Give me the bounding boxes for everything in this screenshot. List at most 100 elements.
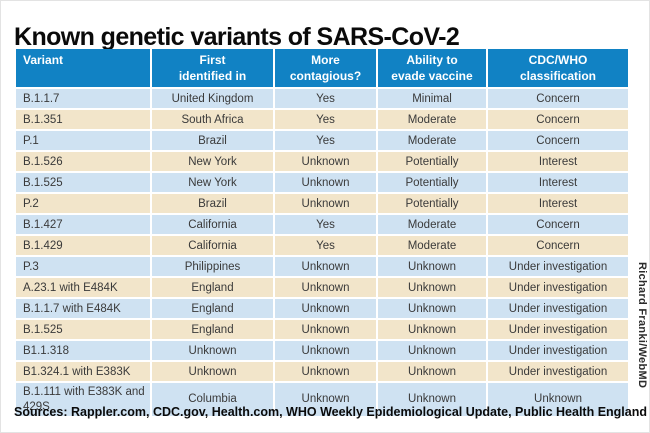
credit-byline: Richard Franki/WebMD [636, 262, 648, 389]
cell: Potentially [378, 173, 486, 193]
table-row: B.1.525 England Unknown Unknown Under invest… [16, 320, 628, 340]
cell: Potentially [378, 152, 486, 172]
cell: B.1.525 [16, 173, 150, 193]
table-row: B.1.427 California Yes Moderate Concern [16, 215, 628, 235]
cell: A.23.1 with E484K [16, 278, 150, 298]
cell: Potentially [378, 194, 486, 214]
cell: Yes [275, 110, 376, 130]
cell: California [152, 236, 273, 256]
cell: Concern [488, 131, 628, 151]
cell: B.1.111 with E383K and 429S [16, 383, 150, 416]
cell: Interest [488, 152, 628, 172]
cell: Unknown [152, 362, 273, 382]
table-row: P.1 Brazil Yes Moderate Concern [16, 131, 628, 151]
cell: B1.324.1 with E383K [16, 362, 150, 382]
cell: New York [152, 152, 273, 172]
cell: B.1.351 [16, 110, 150, 130]
cell: Interest [488, 194, 628, 214]
cell: P.3 [16, 257, 150, 277]
table-row: P.3 Philippines Unknown Unknown Under invest… [16, 257, 628, 277]
cell: Yes [275, 89, 376, 109]
table-row: B.1.351 South Africa Yes Moderate Concern [16, 110, 628, 130]
cell: California [152, 215, 273, 235]
cell: Under investigation [488, 362, 628, 382]
sources-text: Rappler.com, CDC.gov, Health.com, WHO We… [67, 405, 647, 419]
cell: Columbia [152, 383, 273, 416]
cell: England [152, 278, 273, 298]
page-title: Known genetic variants of SARS-CoV-2 [14, 22, 460, 51]
table-row: B1.324.1 with E383K Unknown Unknown Unknown… [16, 362, 628, 382]
table-row: B1.1.318 Unknown Unknown Unknown Under inves… [16, 341, 628, 361]
cell: Unknown [378, 362, 486, 382]
table-row: B.1.1.7 with E484K England Unknown Unknown U… [16, 299, 628, 319]
cell: Moderate [378, 110, 486, 130]
cell: United Kingdom [152, 89, 273, 109]
sources-label: Sources: [14, 405, 68, 419]
cell: South Africa [152, 110, 273, 130]
cell: Unknown [275, 362, 376, 382]
cell: Unknown [275, 299, 376, 319]
cell: Concern [488, 89, 628, 109]
cell: Unknown [378, 383, 486, 416]
cell: Moderate [378, 215, 486, 235]
cell: Concern [488, 215, 628, 235]
variants-table: Variant First identified in More contagious?… [14, 47, 630, 418]
table-header: Variant First identified in More contagious?… [16, 49, 628, 88]
cell: Unknown [378, 341, 486, 361]
cell: B.1.1.7 with E484K [16, 299, 150, 319]
cell: England [152, 299, 273, 319]
cell: P.2 [16, 194, 150, 214]
cell: B.1.1.7 [16, 89, 150, 109]
cell: B.1.526 [16, 152, 150, 172]
cell: Under investigation [488, 278, 628, 298]
cell: Yes [275, 131, 376, 151]
column-header: Ability to evade vaccine [378, 49, 486, 88]
cell: Moderate [378, 131, 486, 151]
cell: Unknown [275, 341, 376, 361]
table-body: B.1.1.7 United Kingdom Yes Minimal Concern B.… [16, 89, 628, 416]
cell: Under investigation [488, 341, 628, 361]
table-row: B.1.1.7 United Kingdom Yes Minimal Concern [16, 89, 628, 109]
header-row: Variant First identified in More contagious?… [16, 49, 628, 88]
cell: Unknown [275, 152, 376, 172]
sources-line: Sources: Rappler.com, CDC.gov, Health.co… [14, 405, 647, 419]
cell: Unknown [275, 173, 376, 193]
cell: Yes [275, 236, 376, 256]
table-row: B.1.111 with E383K and 429S Columbia Unkno… [16, 383, 628, 416]
table-row: P.2 Brazil Unknown Potentially Interest [16, 194, 628, 214]
cell: B.1.427 [16, 215, 150, 235]
cell: Unknown [275, 278, 376, 298]
cell: Unknown [488, 383, 628, 416]
cell: P.1 [16, 131, 150, 151]
cell: Unknown [275, 194, 376, 214]
cell: Unknown [275, 320, 376, 340]
cell: B.1.525 [16, 320, 150, 340]
column-header: First identified in [152, 49, 273, 88]
cell: Unknown [378, 299, 486, 319]
cell: England [152, 320, 273, 340]
cell: Concern [488, 236, 628, 256]
column-header: Variant [16, 49, 150, 88]
cell: Under investigation [488, 299, 628, 319]
table-row: B.1.429 California Yes Moderate Concern [16, 236, 628, 256]
cell: Brazil [152, 131, 273, 151]
cell: B1.1.318 [16, 341, 150, 361]
cell: New York [152, 173, 273, 193]
table-row: A.23.1 with E484K England Unknown Unknown Un… [16, 278, 628, 298]
column-header: More contagious? [275, 49, 376, 88]
cell: Concern [488, 110, 628, 130]
cell: Unknown [275, 257, 376, 277]
cell: Unknown [378, 278, 486, 298]
cell: Moderate [378, 236, 486, 256]
column-header: CDC/WHO classification [488, 49, 628, 88]
cell: Unknown [378, 320, 486, 340]
cell: B.1.429 [16, 236, 150, 256]
cell: Under investigation [488, 320, 628, 340]
cell: Yes [275, 215, 376, 235]
cell: Under investigation [488, 257, 628, 277]
cell: Interest [488, 173, 628, 193]
cell: Unknown [152, 341, 273, 361]
table-row: B.1.525 New York Unknown Potentially Interes… [16, 173, 628, 193]
cell: Unknown [275, 383, 376, 416]
